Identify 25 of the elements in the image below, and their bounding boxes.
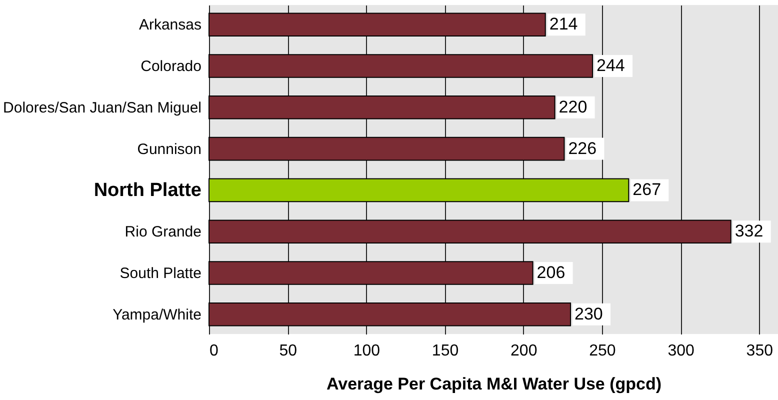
- x-tick-label: 250: [589, 342, 616, 360]
- y-tick-label: Colorado: [140, 58, 202, 76]
- y-tick-label: Arkansas: [138, 16, 202, 34]
- x-axis-title: Average Per Capita M&I Water Use (gpcd): [326, 374, 662, 394]
- y-tick-label: Gunnison: [137, 140, 202, 158]
- x-tick-label: 50: [279, 342, 298, 360]
- y-tick-label: Yampa/White: [112, 306, 202, 324]
- x-tick-label: 0: [210, 342, 218, 360]
- data-label: 244: [596, 56, 625, 76]
- data-label: 206: [536, 262, 566, 282]
- data-label: 230: [574, 304, 603, 324]
- data-label: 220: [558, 97, 588, 116]
- x-tick-label: 100: [353, 342, 380, 360]
- data-label: 267: [632, 180, 662, 200]
- data-label: 332: [734, 222, 764, 241]
- y-tick-label: South Platte: [120, 264, 202, 282]
- y-tick-label: North Platte: [94, 180, 202, 202]
- data-label: 226: [568, 138, 597, 158]
- data-label: 214: [549, 14, 578, 34]
- y-tick-label: Rio Grande: [124, 224, 202, 241]
- x-tick-label: 350: [746, 342, 774, 360]
- y-tick-label: Dolores/San Juan/San Miguel: [3, 99, 202, 116]
- x-tick-label: 300: [668, 342, 694, 360]
- x-tick-label: 200: [510, 342, 538, 360]
- x-tick-label: 150: [432, 342, 459, 360]
